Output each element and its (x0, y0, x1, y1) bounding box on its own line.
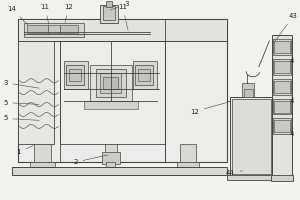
Bar (48, 25, 60, 33)
Text: 3: 3 (3, 80, 39, 88)
Bar (273, 118, 291, 134)
Text: 4: 4 (290, 130, 294, 137)
Bar (180, 144, 196, 162)
Bar (18, 19, 227, 162)
Bar (64, 61, 88, 89)
Bar (274, 41, 290, 53)
Bar (230, 97, 272, 176)
Bar (135, 65, 153, 85)
Text: 4: 4 (290, 57, 294, 64)
Bar (244, 89, 253, 97)
Bar (106, 1, 112, 7)
Bar (274, 101, 290, 113)
Bar (102, 152, 120, 164)
Bar (133, 61, 157, 89)
Bar (105, 144, 117, 162)
Bar (12, 167, 227, 175)
Bar (242, 83, 254, 97)
Bar (274, 120, 290, 132)
Bar (66, 65, 84, 85)
Text: 4: 4 (290, 97, 294, 104)
Bar (69, 69, 81, 81)
Bar (106, 162, 115, 167)
Text: 3: 3 (110, 1, 129, 10)
Text: 44: 44 (226, 170, 243, 176)
Bar (272, 35, 292, 176)
Bar (100, 73, 121, 93)
Bar (273, 59, 291, 75)
Bar (232, 99, 271, 174)
Text: 14: 14 (8, 6, 28, 25)
Bar (18, 19, 227, 41)
Bar (273, 99, 291, 114)
Bar (177, 162, 199, 167)
Text: 12: 12 (64, 4, 73, 22)
Text: 43: 43 (274, 13, 298, 43)
Text: 5: 5 (3, 100, 39, 106)
Bar (273, 79, 291, 95)
Bar (90, 65, 132, 101)
Text: 11: 11 (40, 4, 50, 24)
Bar (227, 175, 275, 180)
Text: 5: 5 (3, 115, 39, 121)
Bar (27, 25, 48, 33)
Bar (60, 41, 165, 144)
Bar (24, 23, 84, 37)
Bar (18, 41, 54, 144)
Bar (273, 39, 291, 55)
Bar (34, 144, 51, 162)
Bar (274, 61, 290, 73)
Bar (100, 5, 118, 23)
Bar (96, 69, 126, 97)
Text: 12: 12 (190, 102, 228, 115)
Bar (274, 81, 290, 93)
Bar (60, 25, 78, 33)
Bar (271, 175, 293, 181)
Bar (103, 77, 118, 89)
Text: 11: 11 (118, 4, 128, 30)
Bar (84, 101, 138, 109)
Text: 2: 2 (73, 155, 108, 165)
Bar (138, 69, 150, 81)
Text: 1: 1 (16, 145, 33, 155)
Bar (103, 6, 115, 20)
Bar (30, 162, 56, 167)
